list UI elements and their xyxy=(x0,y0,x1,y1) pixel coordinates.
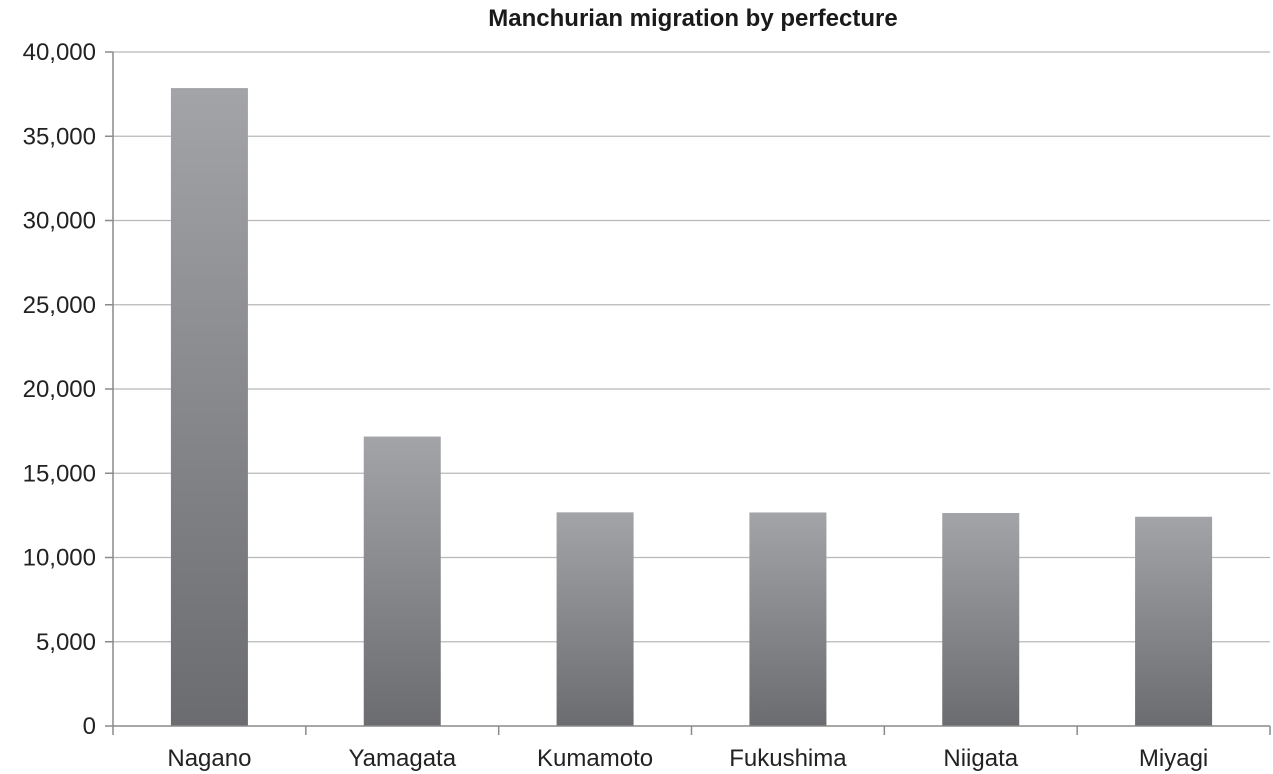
y-tick-label: 25,000 xyxy=(23,292,96,319)
x-axis-ticks: Nagano Yamagata Kumamoto Fukushima Niigata Mi… xyxy=(112,726,1271,772)
x-tick-label-kumamoto: Kumamoto xyxy=(537,745,653,772)
x-tick-label-niigata: Niigata xyxy=(943,745,1018,772)
x-tick-label-yamagata: Yamagata xyxy=(348,745,456,772)
y-tick-label: 5,000 xyxy=(36,629,96,656)
bar-fukushima xyxy=(749,512,827,726)
y-tick-label: 40,000 xyxy=(23,39,96,66)
y-tick-label: 0 xyxy=(83,713,96,740)
x-tick-label-nagano: Nagano xyxy=(167,745,251,772)
y-axis-ticks: 0 5,000 10,000 15,000 20,000 25,000 30,000 35,0… xyxy=(23,39,113,740)
bar-niigata xyxy=(942,512,1020,726)
bar-kumamoto xyxy=(556,512,634,726)
chart-title: Manchurian migration by perfecture xyxy=(488,5,897,32)
y-tick-label: 10,000 xyxy=(23,545,96,572)
y-tick-label: 30,000 xyxy=(23,208,96,235)
bar-nagano xyxy=(170,88,248,726)
y-tick-label: 20,000 xyxy=(23,376,96,403)
y-tick-label: 15,000 xyxy=(23,460,96,487)
x-tick-label-miyagi: Miyagi xyxy=(1139,745,1208,772)
gridlines xyxy=(113,51,1270,643)
x-tick-label-fukushima: Fukushima xyxy=(729,745,847,772)
bar-yamagata xyxy=(363,436,441,726)
bars xyxy=(170,88,1213,726)
y-tick-label: 35,000 xyxy=(23,123,96,150)
bar-miyagi xyxy=(1135,516,1213,726)
